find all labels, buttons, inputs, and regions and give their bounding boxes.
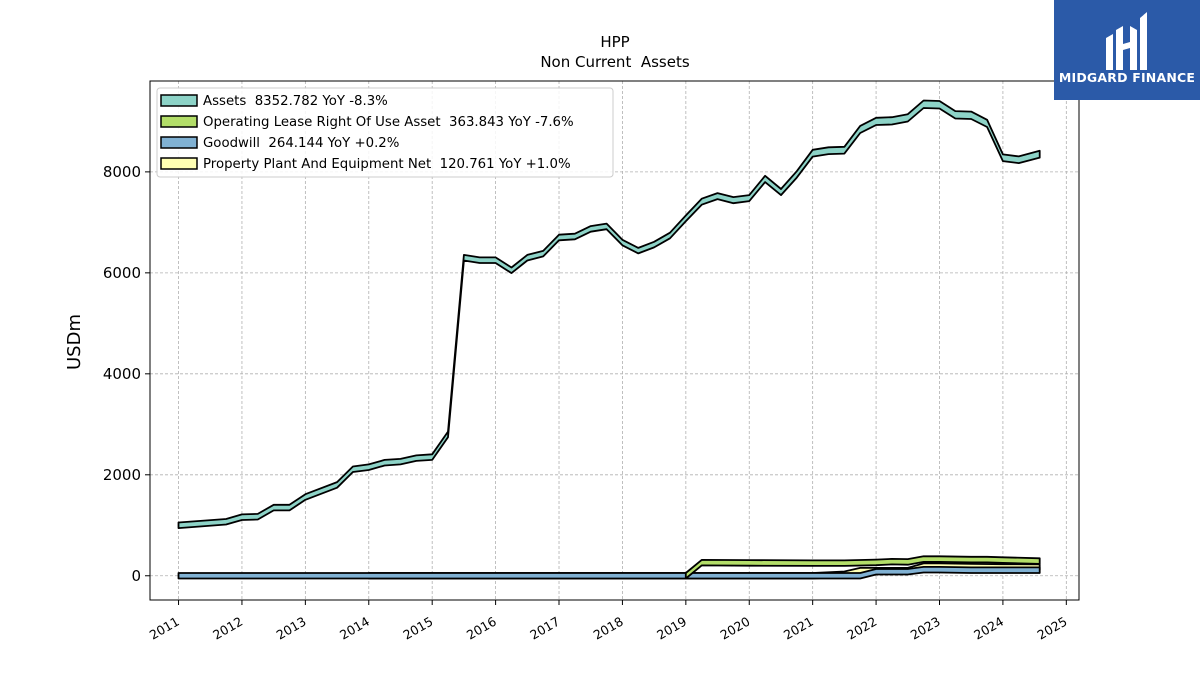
legend-swatch bbox=[160, 115, 198, 128]
x-tick-label: 2014 bbox=[337, 614, 372, 643]
x-tick-label: 2012 bbox=[210, 614, 245, 643]
legend-swatch bbox=[160, 94, 198, 107]
series-layer bbox=[177, 99, 1041, 580]
x-tick-label: 2015 bbox=[400, 614, 435, 643]
x-tick-label: 2022 bbox=[844, 614, 879, 643]
legend-swatch bbox=[160, 136, 198, 149]
x-tick-label: 2021 bbox=[781, 614, 816, 643]
x-tick-label: 2025 bbox=[1035, 614, 1070, 643]
y-axis-label: USDm bbox=[64, 314, 85, 370]
legend-swatch bbox=[160, 157, 198, 170]
x-tick-label: 2019 bbox=[654, 614, 689, 643]
series-area-goodwill bbox=[177, 566, 1041, 580]
x-tick-label: 2013 bbox=[274, 614, 309, 643]
axis-ticks: 2011 2012 2013 2014 2015 2016 2017 2018 2019 2020… bbox=[103, 163, 1070, 643]
y-tick-label: 0 bbox=[131, 567, 141, 585]
x-tick-label: 2024 bbox=[971, 614, 1006, 643]
y-tick-label: 6000 bbox=[103, 264, 141, 282]
series-area-operating-lease-right-of-use-asset bbox=[684, 555, 1041, 580]
y-tick-label: 2000 bbox=[103, 466, 141, 484]
y-tick-label: 4000 bbox=[103, 365, 141, 383]
x-tick-label: 2016 bbox=[464, 614, 499, 643]
legend-box bbox=[156, 87, 614, 178]
series-area-assets bbox=[177, 99, 1041, 529]
legend-label: Operating Lease Right Of Use Asset 363.8… bbox=[203, 115, 574, 130]
chart-title: HPP bbox=[600, 33, 629, 51]
legend-label: Assets 8352.782 YoY -8.3% bbox=[203, 94, 388, 109]
x-tick-label: 2020 bbox=[717, 614, 752, 643]
y-tick-label: 8000 bbox=[103, 163, 141, 181]
plot-frame bbox=[149, 80, 1080, 601]
legend-label: Property Plant And Equipment Net 120.761… bbox=[203, 157, 571, 172]
x-tick-label: 2023 bbox=[908, 614, 943, 643]
x-tick-label: 2018 bbox=[591, 614, 626, 643]
logo-mark-icon bbox=[1106, 12, 1147, 70]
logo-text: MIDGARD FINANCE bbox=[1058, 70, 1196, 85]
brand-logo: MIDGARD FINANCE bbox=[1054, 0, 1200, 100]
chart-subtitle: Non Current Assets bbox=[540, 53, 690, 71]
x-tick-label: 2011 bbox=[147, 614, 182, 643]
x-tick-label: 2017 bbox=[527, 614, 562, 643]
legend-label: Goodwill 264.144 YoY +0.2% bbox=[203, 136, 399, 151]
legend: Assets 8352.782 YoY -8.3% Operating Lease… bbox=[156, 87, 614, 178]
